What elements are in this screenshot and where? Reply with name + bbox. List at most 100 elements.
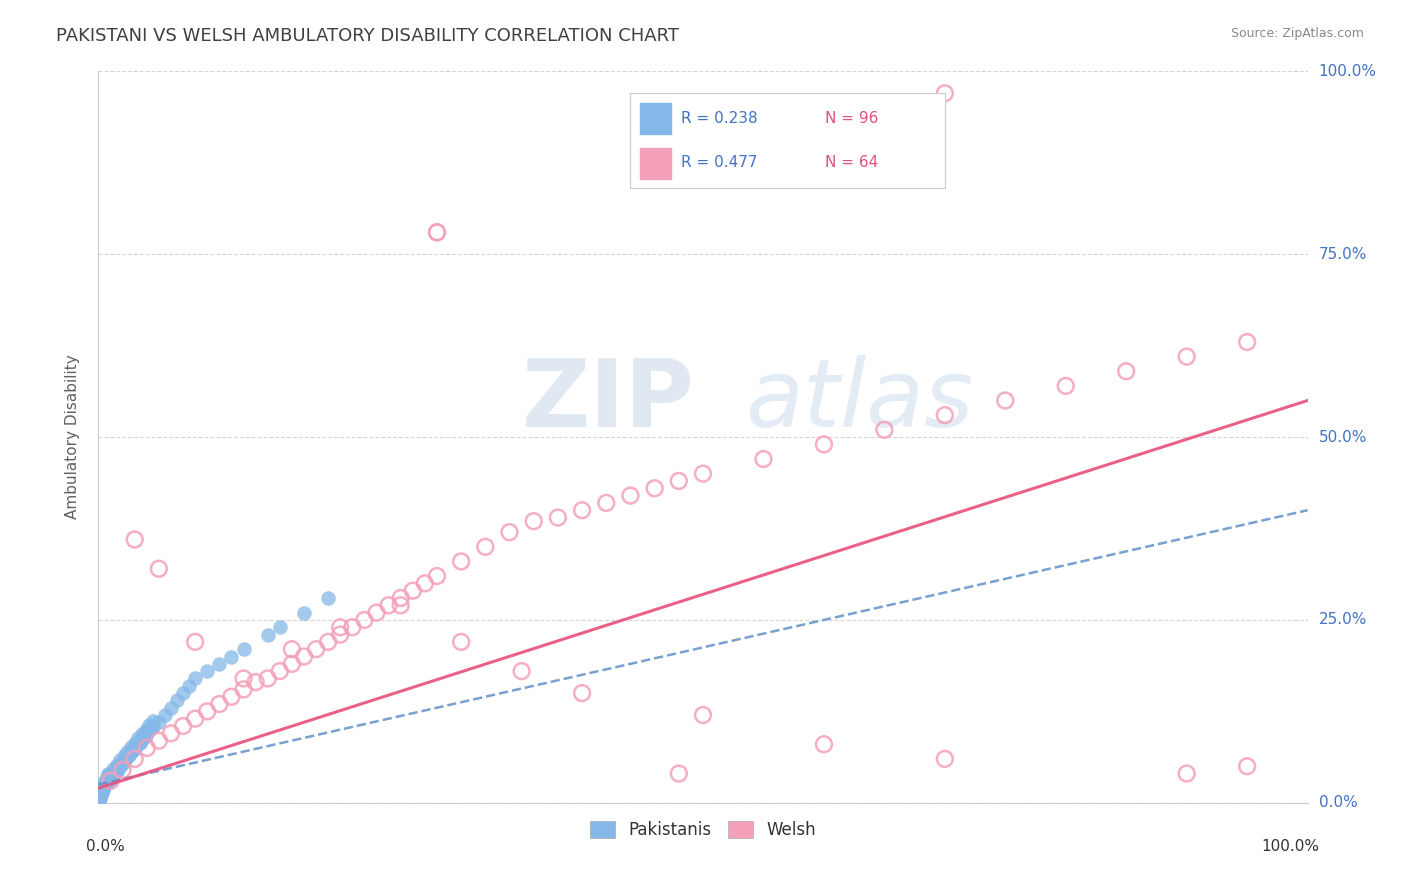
Point [131,731,153,746]
Point [104,765,127,780]
Point [100,773,122,788]
Point [389,599,412,613]
Point [232,682,254,697]
Point [118,748,141,763]
Point [668,766,690,780]
Point [132,730,155,744]
Point [510,664,533,678]
Point [97,766,120,780]
Point [90,789,112,803]
Text: PAKISTANI VS WELSH AMBULATORY DISABILITY CORRELATION CHART: PAKISTANI VS WELSH AMBULATORY DISABILITY… [56,27,679,45]
Point [111,763,134,777]
Point [93,778,115,792]
Point [1175,766,1198,780]
Point [127,731,149,746]
Point [124,740,146,755]
Y-axis label: Ambulatory Disability: Ambulatory Disability [65,355,80,519]
Text: 0.0%: 0.0% [1319,796,1357,810]
Point [208,697,231,711]
Point [128,735,150,749]
Text: atlas: atlas [745,355,973,446]
Point [353,613,375,627]
Point [571,503,593,517]
Point [1115,364,1137,378]
Point [329,620,352,634]
Text: ZIP: ZIP [522,354,695,447]
Point [450,635,472,649]
Point [934,87,956,101]
Point [90,785,112,799]
Point [692,708,714,723]
Point [934,408,956,422]
Point [91,781,114,796]
Point [108,753,131,767]
Point [153,708,176,723]
Text: Source: ZipAtlas.com: Source: ZipAtlas.com [1230,27,1364,40]
Point [107,761,129,775]
Point [148,733,170,747]
Point [184,672,207,686]
Point [101,766,124,780]
Point [132,731,155,745]
Point [994,393,1017,408]
Point [426,225,449,239]
Point [141,721,163,735]
Point [124,736,146,750]
Text: 100.0%: 100.0% [1261,839,1320,855]
Point [110,757,132,772]
Point [120,740,142,755]
Point [329,627,352,641]
Point [571,686,593,700]
Point [105,763,128,777]
Point [124,533,146,547]
Point [90,787,112,801]
Point [142,714,165,728]
Point [100,770,122,784]
Point [131,727,153,741]
Point [256,672,278,686]
Point [269,664,291,678]
Point [135,723,157,737]
Point [644,481,666,495]
Point [125,739,148,754]
Point [377,599,399,613]
Text: 100.0%: 100.0% [1319,64,1376,78]
Point [523,514,546,528]
Point [166,693,188,707]
Point [172,719,194,733]
Point [474,540,496,554]
Point [281,657,304,671]
Point [93,780,115,794]
Point [112,749,135,764]
Point [316,591,339,605]
Point [813,737,835,751]
Point [208,657,231,671]
Point [98,772,121,787]
Point [619,489,641,503]
Point [135,740,157,755]
Text: 75.0%: 75.0% [1319,247,1367,261]
Point [450,554,472,568]
Point [413,576,436,591]
Point [127,737,149,751]
Point [98,766,121,780]
Point [281,642,304,657]
Point [103,767,125,781]
Point [136,724,159,739]
Point [122,743,145,757]
Point [135,726,157,740]
Point [172,686,194,700]
Point [138,723,160,737]
Point [89,789,111,804]
Point [305,642,328,657]
Point [108,759,131,773]
Point [160,726,183,740]
Point [256,627,278,641]
Point [426,569,449,583]
Point [195,664,218,678]
Point [91,780,114,794]
Point [118,748,141,763]
Point [179,679,201,693]
Point [135,729,157,743]
Point [245,675,267,690]
